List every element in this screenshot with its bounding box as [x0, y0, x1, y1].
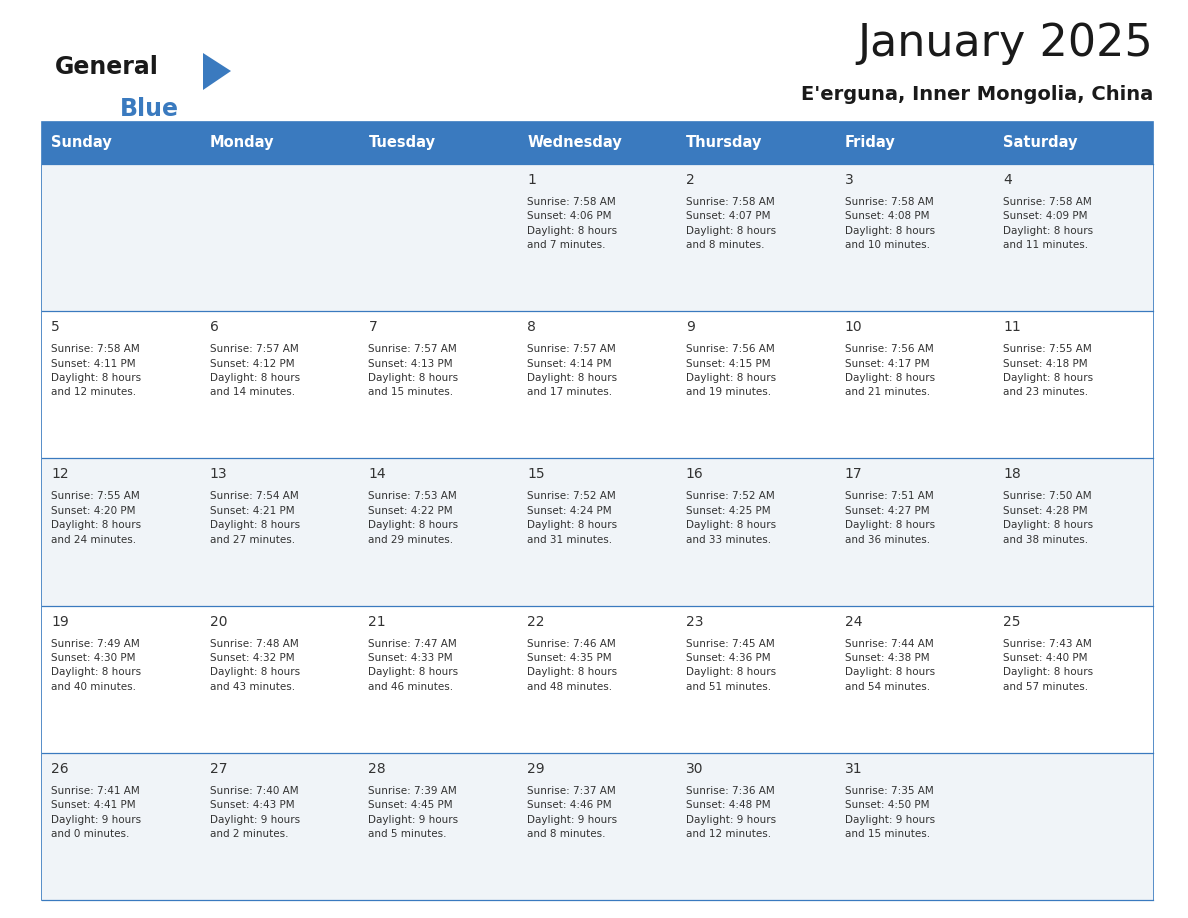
- Text: Sunrise: 7:58 AM
Sunset: 4:07 PM
Daylight: 8 hours
and 8 minutes.: Sunrise: 7:58 AM Sunset: 4:07 PM Dayligh…: [685, 197, 776, 251]
- Text: Sunrise: 7:43 AM
Sunset: 4:40 PM
Daylight: 8 hours
and 57 minutes.: Sunrise: 7:43 AM Sunset: 4:40 PM Dayligh…: [1004, 639, 1093, 692]
- Text: Sunrise: 7:51 AM
Sunset: 4:27 PM
Daylight: 8 hours
and 36 minutes.: Sunrise: 7:51 AM Sunset: 4:27 PM Dayligh…: [845, 491, 935, 544]
- Text: 10: 10: [845, 320, 862, 334]
- Text: 26: 26: [51, 762, 69, 776]
- Text: Sunrise: 7:52 AM
Sunset: 4:24 PM
Daylight: 8 hours
and 31 minutes.: Sunrise: 7:52 AM Sunset: 4:24 PM Dayligh…: [527, 491, 618, 544]
- Bar: [42, 122, 1154, 900]
- Text: Sunrise: 7:56 AM
Sunset: 4:15 PM
Daylight: 8 hours
and 19 minutes.: Sunrise: 7:56 AM Sunset: 4:15 PM Dayligh…: [685, 344, 776, 397]
- Text: 18: 18: [1004, 467, 1020, 481]
- Text: 1: 1: [527, 173, 536, 187]
- Text: Sunrise: 7:58 AM
Sunset: 4:08 PM
Daylight: 8 hours
and 10 minutes.: Sunrise: 7:58 AM Sunset: 4:08 PM Dayligh…: [845, 197, 935, 251]
- Bar: [42, 311, 1154, 458]
- Text: Sunrise: 7:54 AM
Sunset: 4:21 PM
Daylight: 8 hours
and 27 minutes.: Sunrise: 7:54 AM Sunset: 4:21 PM Dayligh…: [210, 491, 299, 544]
- Bar: [42, 164, 1154, 311]
- Text: Tuesday: Tuesday: [368, 136, 436, 151]
- Text: Blue: Blue: [120, 97, 179, 121]
- Text: 19: 19: [51, 614, 69, 629]
- Text: Sunrise: 7:57 AM
Sunset: 4:13 PM
Daylight: 8 hours
and 15 minutes.: Sunrise: 7:57 AM Sunset: 4:13 PM Dayligh…: [368, 344, 459, 397]
- Text: Sunrise: 7:58 AM
Sunset: 4:06 PM
Daylight: 8 hours
and 7 minutes.: Sunrise: 7:58 AM Sunset: 4:06 PM Dayligh…: [527, 197, 618, 251]
- Text: Sunrise: 7:58 AM
Sunset: 4:09 PM
Daylight: 8 hours
and 11 minutes.: Sunrise: 7:58 AM Sunset: 4:09 PM Dayligh…: [1004, 197, 1093, 251]
- Text: 21: 21: [368, 614, 386, 629]
- Text: 8: 8: [527, 320, 536, 334]
- Text: 6: 6: [210, 320, 219, 334]
- Text: 22: 22: [527, 614, 544, 629]
- Bar: [835, 122, 994, 164]
- Text: Sunrise: 7:50 AM
Sunset: 4:28 PM
Daylight: 8 hours
and 38 minutes.: Sunrise: 7:50 AM Sunset: 4:28 PM Dayligh…: [1004, 491, 1093, 544]
- Text: Sunrise: 7:39 AM
Sunset: 4:45 PM
Daylight: 9 hours
and 5 minutes.: Sunrise: 7:39 AM Sunset: 4:45 PM Dayligh…: [368, 786, 459, 839]
- Text: 11: 11: [1004, 320, 1020, 334]
- Text: Sunrise: 7:41 AM
Sunset: 4:41 PM
Daylight: 9 hours
and 0 minutes.: Sunrise: 7:41 AM Sunset: 4:41 PM Dayligh…: [51, 786, 141, 839]
- Text: Sunrise: 7:49 AM
Sunset: 4:30 PM
Daylight: 8 hours
and 40 minutes.: Sunrise: 7:49 AM Sunset: 4:30 PM Dayligh…: [51, 639, 141, 692]
- Text: 7: 7: [368, 320, 377, 334]
- Text: Sunrise: 7:35 AM
Sunset: 4:50 PM
Daylight: 9 hours
and 15 minutes.: Sunrise: 7:35 AM Sunset: 4:50 PM Dayligh…: [845, 786, 935, 839]
- Text: 23: 23: [685, 614, 703, 629]
- Bar: [42, 606, 1154, 753]
- Text: E'erguna, Inner Mongolia, China: E'erguna, Inner Mongolia, China: [801, 85, 1154, 104]
- Text: Sunrise: 7:57 AM
Sunset: 4:14 PM
Daylight: 8 hours
and 17 minutes.: Sunrise: 7:57 AM Sunset: 4:14 PM Dayligh…: [527, 344, 618, 397]
- Text: Sunrise: 7:45 AM
Sunset: 4:36 PM
Daylight: 8 hours
and 51 minutes.: Sunrise: 7:45 AM Sunset: 4:36 PM Dayligh…: [685, 639, 776, 692]
- Text: Sunrise: 7:46 AM
Sunset: 4:35 PM
Daylight: 8 hours
and 48 minutes.: Sunrise: 7:46 AM Sunset: 4:35 PM Dayligh…: [527, 639, 618, 692]
- Text: 9: 9: [685, 320, 695, 334]
- Bar: [677, 122, 835, 164]
- Text: Sunrise: 7:48 AM
Sunset: 4:32 PM
Daylight: 8 hours
and 43 minutes.: Sunrise: 7:48 AM Sunset: 4:32 PM Dayligh…: [210, 639, 299, 692]
- Polygon shape: [203, 53, 230, 90]
- Text: Sunrise: 7:36 AM
Sunset: 4:48 PM
Daylight: 9 hours
and 12 minutes.: Sunrise: 7:36 AM Sunset: 4:48 PM Dayligh…: [685, 786, 776, 839]
- Text: Sunrise: 7:52 AM
Sunset: 4:25 PM
Daylight: 8 hours
and 33 minutes.: Sunrise: 7:52 AM Sunset: 4:25 PM Dayligh…: [685, 491, 776, 544]
- Text: Monday: Monday: [210, 136, 274, 151]
- Text: Sunrise: 7:55 AM
Sunset: 4:20 PM
Daylight: 8 hours
and 24 minutes.: Sunrise: 7:55 AM Sunset: 4:20 PM Dayligh…: [51, 491, 141, 544]
- Text: 5: 5: [51, 320, 59, 334]
- Text: Sunrise: 7:47 AM
Sunset: 4:33 PM
Daylight: 8 hours
and 46 minutes.: Sunrise: 7:47 AM Sunset: 4:33 PM Dayligh…: [368, 639, 459, 692]
- Bar: [42, 753, 1154, 900]
- Text: Sunrise: 7:55 AM
Sunset: 4:18 PM
Daylight: 8 hours
and 23 minutes.: Sunrise: 7:55 AM Sunset: 4:18 PM Dayligh…: [1004, 344, 1093, 397]
- Bar: [42, 122, 201, 164]
- Text: Sunrise: 7:58 AM
Sunset: 4:11 PM
Daylight: 8 hours
and 12 minutes.: Sunrise: 7:58 AM Sunset: 4:11 PM Dayligh…: [51, 344, 141, 397]
- Text: January 2025: January 2025: [858, 22, 1154, 65]
- Text: 30: 30: [685, 762, 703, 776]
- Text: 12: 12: [51, 467, 69, 481]
- Text: 17: 17: [845, 467, 862, 481]
- Text: 31: 31: [845, 762, 862, 776]
- Bar: [42, 458, 1154, 606]
- Text: 28: 28: [368, 762, 386, 776]
- Bar: [518, 122, 677, 164]
- Text: 24: 24: [845, 614, 862, 629]
- Text: Sunrise: 7:57 AM
Sunset: 4:12 PM
Daylight: 8 hours
and 14 minutes.: Sunrise: 7:57 AM Sunset: 4:12 PM Dayligh…: [210, 344, 299, 397]
- Text: Sunrise: 7:37 AM
Sunset: 4:46 PM
Daylight: 9 hours
and 8 minutes.: Sunrise: 7:37 AM Sunset: 4:46 PM Dayligh…: [527, 786, 618, 839]
- Text: 15: 15: [527, 467, 545, 481]
- Text: Saturday: Saturday: [1004, 136, 1078, 151]
- Text: 27: 27: [210, 762, 227, 776]
- Text: 29: 29: [527, 762, 545, 776]
- Text: Sunrise: 7:56 AM
Sunset: 4:17 PM
Daylight: 8 hours
and 21 minutes.: Sunrise: 7:56 AM Sunset: 4:17 PM Dayligh…: [845, 344, 935, 397]
- Text: 14: 14: [368, 467, 386, 481]
- Bar: [201, 122, 360, 164]
- Text: 2: 2: [685, 173, 695, 187]
- Bar: [360, 122, 518, 164]
- Text: 25: 25: [1004, 614, 1020, 629]
- Text: Sunrise: 7:44 AM
Sunset: 4:38 PM
Daylight: 8 hours
and 54 minutes.: Sunrise: 7:44 AM Sunset: 4:38 PM Dayligh…: [845, 639, 935, 692]
- Text: Sunrise: 7:53 AM
Sunset: 4:22 PM
Daylight: 8 hours
and 29 minutes.: Sunrise: 7:53 AM Sunset: 4:22 PM Dayligh…: [368, 491, 459, 544]
- Text: 13: 13: [210, 467, 227, 481]
- Text: Wednesday: Wednesday: [527, 136, 621, 151]
- Bar: [994, 122, 1154, 164]
- Text: Sunday: Sunday: [51, 136, 112, 151]
- Text: 3: 3: [845, 173, 853, 187]
- Text: 16: 16: [685, 467, 703, 481]
- Text: 20: 20: [210, 614, 227, 629]
- Text: 4: 4: [1004, 173, 1012, 187]
- Text: Thursday: Thursday: [685, 136, 763, 151]
- Text: General: General: [55, 55, 159, 79]
- Text: Sunrise: 7:40 AM
Sunset: 4:43 PM
Daylight: 9 hours
and 2 minutes.: Sunrise: 7:40 AM Sunset: 4:43 PM Dayligh…: [210, 786, 299, 839]
- Text: Friday: Friday: [845, 136, 896, 151]
